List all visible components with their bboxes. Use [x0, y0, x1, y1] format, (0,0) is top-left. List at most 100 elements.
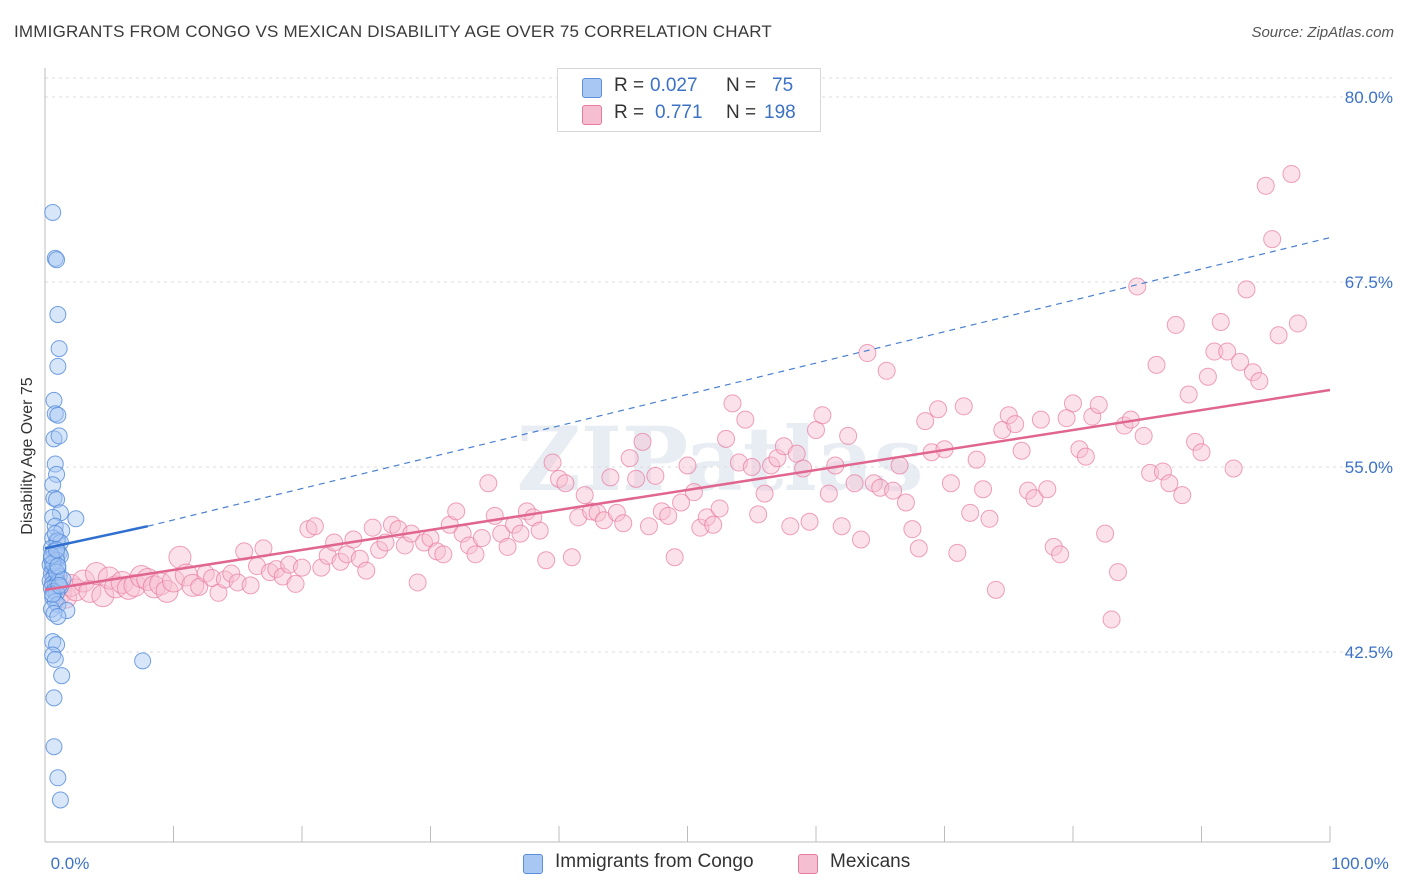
mexicans-point: [723, 394, 742, 413]
mexicans-point: [1102, 610, 1121, 629]
mexicans-point: [1166, 315, 1185, 334]
mexicans-point: [305, 517, 324, 536]
mexicans-point: [1269, 326, 1288, 345]
congo-point: [48, 491, 66, 509]
mexicans-point: [941, 474, 960, 493]
mexicans-point: [466, 545, 485, 564]
mexicans-point: [1179, 385, 1198, 404]
mexicans-point: [678, 456, 697, 475]
mexicans-point: [884, 481, 903, 500]
mexicans-point: [839, 426, 858, 445]
congo-point: [49, 607, 67, 625]
legend-r-value: 0.027: [650, 75, 698, 96]
mexicans-point: [498, 537, 517, 556]
mexicans-point: [1160, 474, 1179, 493]
mexicans-point: [1237, 280, 1256, 299]
congo-point: [49, 406, 67, 424]
mexicans-point: [832, 517, 851, 536]
mexicans-point: [665, 548, 684, 567]
mexicans-point: [1141, 463, 1160, 482]
stats-legend: R = 0.027 N = 75 R = 0.771 N = 198: [557, 68, 821, 132]
mexicans-point: [601, 468, 620, 487]
mexicans-point: [1243, 363, 1262, 382]
mexicans-point: [1006, 415, 1025, 434]
mexicans-point: [999, 406, 1018, 425]
congo-point: [49, 306, 67, 324]
mexicans-point: [104, 575, 128, 599]
mexicans-point: [639, 517, 658, 536]
congo-point: [50, 427, 68, 445]
mexicans-point: [890, 456, 909, 475]
mexicans-point: [1012, 441, 1031, 460]
mexicans-point: [286, 574, 305, 593]
mexicans-point: [736, 410, 755, 429]
congo-point: [45, 489, 63, 507]
mexicans-point: [434, 545, 453, 564]
mexicans-point: [1198, 367, 1217, 386]
mexicans-point: [1263, 230, 1282, 249]
mexicans-point: [479, 474, 498, 493]
legend-r-label: R =: [614, 102, 645, 123]
mexicans-point: [794, 459, 813, 478]
mexicans-point: [1173, 486, 1192, 505]
legend-n-label: N =: [726, 102, 757, 123]
legend-n-value: 198: [764, 102, 796, 123]
congo-trend-dashed: [147, 237, 1331, 527]
congo-point: [53, 667, 71, 685]
y-tick-label: 55.0%: [1345, 458, 1393, 477]
chart-source: Source: ZipAtlas.com: [1251, 24, 1394, 41]
mexicans-point: [877, 361, 896, 380]
congo-point: [44, 203, 62, 221]
mexicans-point: [312, 558, 331, 577]
legend-n-value: 75: [772, 75, 794, 96]
mexicans-point: [1044, 537, 1063, 556]
mexicans-point: [961, 503, 980, 522]
mexicans-point: [896, 493, 915, 512]
legend-r-label: R =: [614, 75, 645, 96]
mexicans-point: [331, 552, 350, 571]
legend-n-label: N =: [726, 75, 757, 96]
mexicans-point: [1218, 342, 1237, 361]
mexicans-point: [1250, 372, 1269, 391]
mexicans-point: [755, 484, 774, 503]
mexicans-point: [222, 564, 241, 583]
mexicans-point: [293, 558, 311, 577]
mexicans-point: [511, 524, 530, 543]
mexicans-point: [91, 584, 115, 608]
mexicans-point: [1108, 563, 1127, 582]
congo-point: [50, 576, 68, 594]
congo-point: [49, 557, 67, 575]
mexicans-trend-line: [44, 388, 1331, 592]
x-tick-label: 0.0%: [51, 854, 90, 873]
mexicans-point: [1025, 489, 1044, 508]
mexicans-point: [929, 400, 948, 419]
mexicans-point: [1038, 480, 1057, 499]
congo-point: [48, 465, 66, 483]
mexicans-point: [813, 406, 832, 425]
chart-title: IMMIGRANTS FROM CONGO VS MEXICAN DISABIL…: [14, 22, 773, 41]
mexicans-point: [858, 344, 877, 363]
mexicans-point: [672, 493, 691, 512]
mexicans-point: [710, 499, 729, 518]
mexicans-legend-swatch: [798, 854, 818, 874]
congo-point: [45, 689, 63, 707]
mexicans-point: [800, 512, 819, 531]
legend-r-value: 0.771: [655, 102, 703, 123]
mexicans-point: [1205, 342, 1224, 361]
mexicans-point: [781, 517, 800, 536]
x-tick-label: 100.0%: [1331, 854, 1389, 873]
mexicans-point: [357, 561, 376, 580]
mexicans-point: [1051, 545, 1070, 564]
mexicans-point: [1128, 277, 1147, 296]
mexicans-point: [181, 573, 205, 597]
mexicans-point: [1192, 443, 1211, 462]
mexicans-point: [627, 469, 646, 488]
mexicans-point: [350, 549, 369, 568]
congo-point: [46, 405, 64, 423]
mexicans-point: [472, 529, 491, 548]
mexicans-point: [1070, 440, 1089, 459]
congo-point: [134, 652, 152, 670]
congo-trend-line: [44, 524, 149, 550]
mexicans-point: [980, 509, 999, 528]
